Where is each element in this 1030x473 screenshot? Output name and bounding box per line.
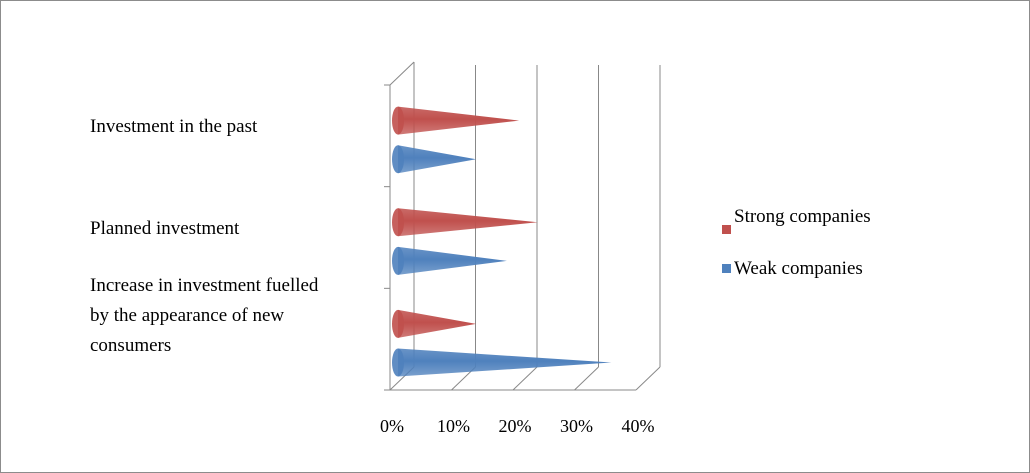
category-label: consumers — [90, 335, 171, 356]
cone-base — [392, 309, 404, 338]
category-label: Increase in investment fuelled — [90, 275, 319, 296]
category-label: by the appearance of new — [90, 305, 284, 326]
legend-swatch — [722, 264, 731, 273]
floor-gridline — [574, 366, 599, 391]
weak-companies-cone — [398, 348, 612, 377]
legend-swatch — [722, 225, 731, 234]
data-cones — [392, 106, 612, 377]
x-tick-label: 10% — [437, 416, 470, 436]
x-tick-label: 20% — [499, 416, 532, 436]
strong-companies-cone — [398, 208, 538, 237]
left-wall-top — [389, 61, 415, 86]
category-labels: Investment in the past Planned investment… — [90, 116, 319, 356]
strong-companies-cone — [398, 309, 477, 338]
cone-base — [392, 246, 404, 275]
x-tick-label: 0% — [380, 416, 404, 436]
cone-base — [392, 106, 404, 135]
cone-base — [392, 208, 404, 237]
category-label: Investment in the past — [90, 116, 258, 137]
cone-base — [392, 145, 404, 174]
x-axis-ticks: 0% 10% 20% 30% 40% — [380, 416, 655, 436]
weak-companies-cone — [398, 145, 477, 174]
weak-companies-cone — [398, 246, 507, 275]
legend-label: Strong companies — [734, 206, 871, 227]
category-label: Planned investment — [90, 218, 240, 239]
floor-gridline — [635, 366, 661, 391]
strong-companies-cone — [398, 106, 520, 135]
cone-base — [392, 348, 404, 377]
legend: Strong companies Weak companies — [722, 206, 871, 279]
floor-gridline — [512, 366, 538, 391]
x-tick-label: 40% — [622, 416, 655, 436]
x-tick-label: 30% — [560, 416, 593, 436]
legend-label: Weak companies — [734, 258, 863, 279]
